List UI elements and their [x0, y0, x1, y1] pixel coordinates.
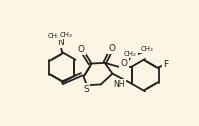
Text: O: O: [78, 45, 85, 54]
Text: CH₃: CH₃: [47, 33, 60, 39]
Text: N: N: [57, 38, 64, 47]
Text: O: O: [108, 44, 115, 53]
Text: CH₃: CH₃: [60, 32, 72, 38]
Text: S: S: [83, 85, 89, 93]
Text: CH₃: CH₃: [140, 46, 153, 52]
Text: F: F: [163, 60, 168, 69]
Text: O: O: [121, 59, 128, 68]
Text: NH: NH: [114, 80, 125, 89]
Text: CH₂: CH₂: [124, 51, 137, 57]
